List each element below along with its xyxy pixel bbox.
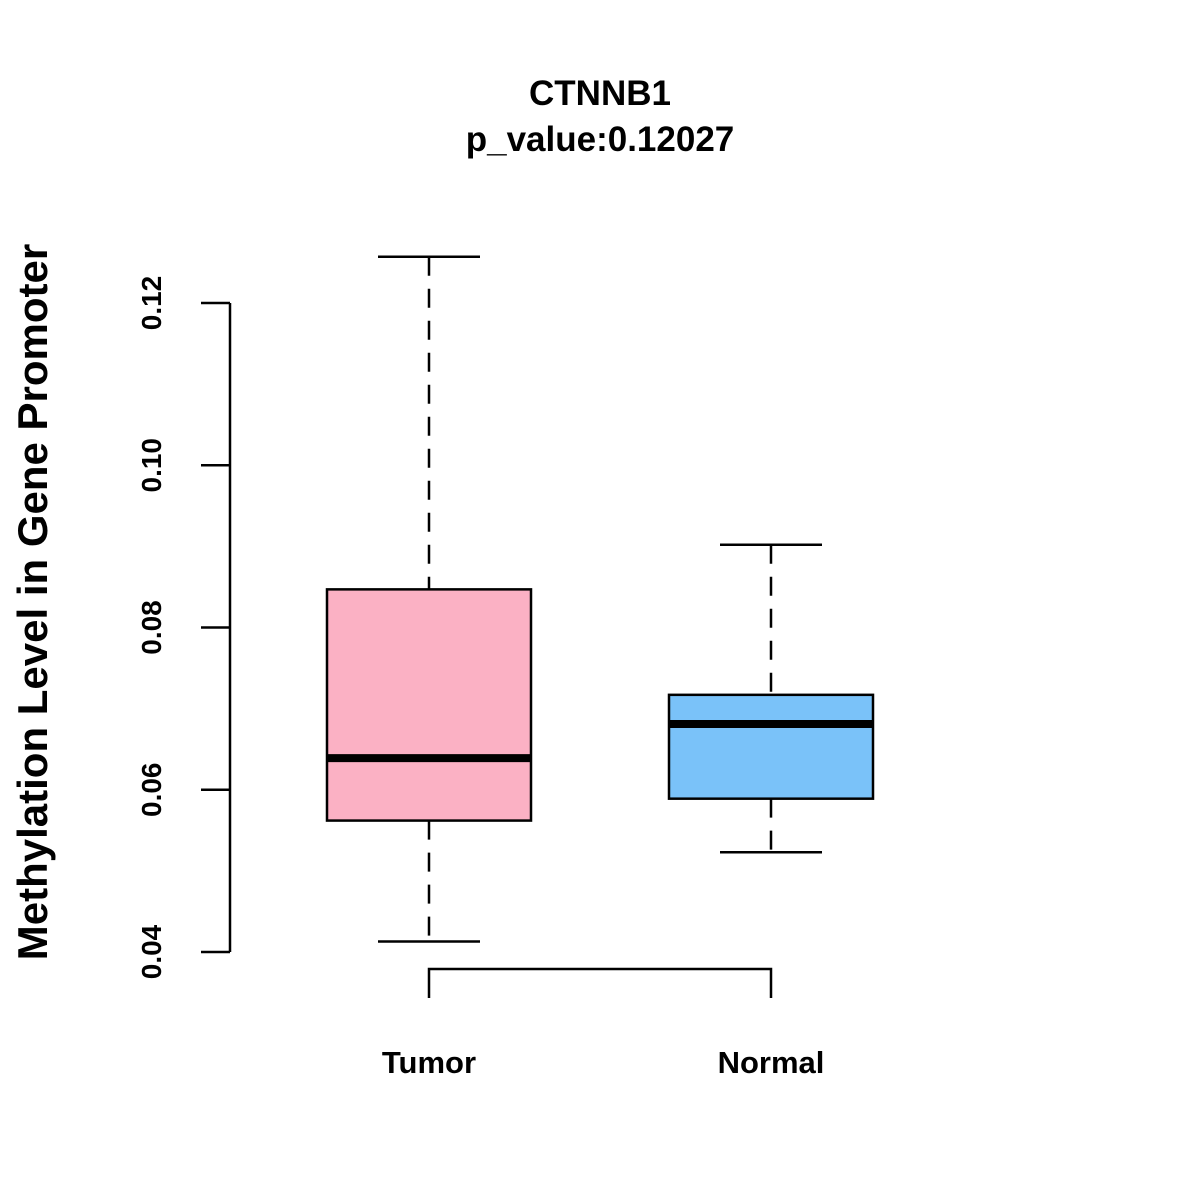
box-tumor	[325, 255, 533, 943]
box-normal	[667, 543, 875, 854]
chart-subtitle: p_value:0.12027	[466, 120, 735, 159]
box-iqr	[667, 693, 875, 800]
y-tick-label: 0.06	[136, 763, 167, 818]
boxes	[325, 255, 875, 943]
y-tick-label: 0.04	[136, 924, 167, 979]
category-label: Tumor	[382, 1045, 476, 1080]
chart-title: CTNNB1	[529, 74, 671, 113]
y-axis-label: Methylation Level in Gene Promoter	[9, 244, 56, 960]
category-labels: Tumor Normal	[382, 1045, 824, 1080]
y-tick-label: 0.10	[136, 438, 167, 493]
y-tick-label: 0.08	[136, 600, 167, 655]
y-axis: 0.04 0.06 0.08 0.10 0.12	[136, 276, 232, 979]
category-label: Normal	[718, 1045, 825, 1080]
y-tick-label: 0.12	[136, 276, 167, 331]
comparison-bracket	[427, 967, 773, 998]
box-iqr	[325, 588, 533, 822]
bracket-line	[427, 967, 773, 998]
